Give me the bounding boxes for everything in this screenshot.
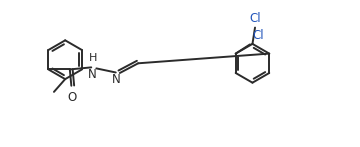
Text: O: O	[67, 91, 76, 104]
Text: H: H	[89, 53, 98, 63]
Text: Cl: Cl	[252, 29, 264, 42]
Text: Cl: Cl	[249, 12, 261, 25]
Text: N: N	[112, 73, 121, 86]
Text: N: N	[88, 68, 96, 81]
